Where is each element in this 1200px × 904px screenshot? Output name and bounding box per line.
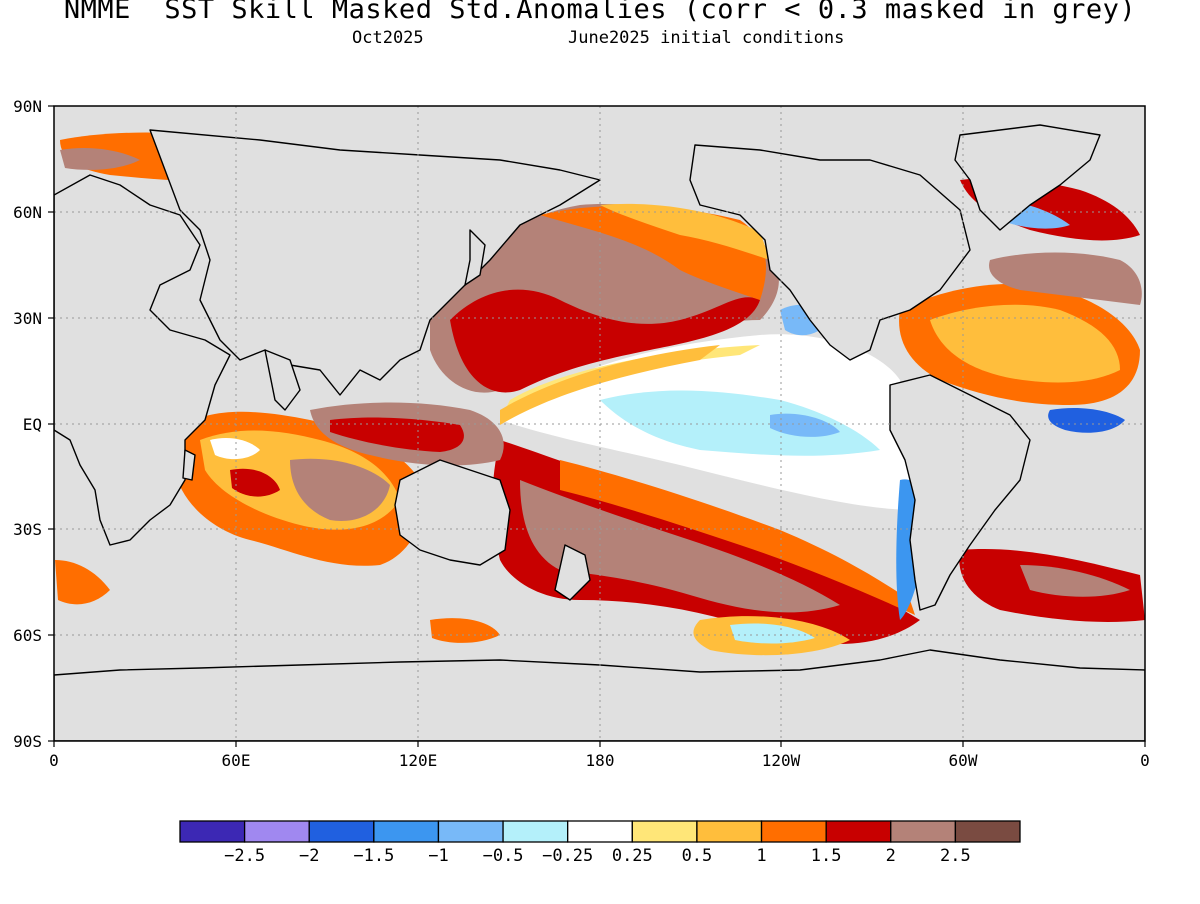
lon-label: 180 xyxy=(586,751,615,770)
colorbar-swatch xyxy=(502,820,569,843)
colorbar-swatch xyxy=(890,820,957,843)
colorbar-label: −2 xyxy=(299,846,319,866)
japan xyxy=(464,229,486,286)
figure-title: NMME SST Skill Masked Std.Anomalies (cor… xyxy=(63,0,1137,25)
map-panel xyxy=(54,106,1145,741)
lat-label: 60N xyxy=(13,203,42,222)
continents xyxy=(54,124,1145,741)
colorbar-swatch xyxy=(825,820,892,843)
colorbar-swatch xyxy=(696,820,763,843)
colorbar-label: −2.5 xyxy=(224,846,265,866)
south-america xyxy=(889,374,1031,611)
india xyxy=(264,349,301,411)
lat-labels: 90N 60N 30N EQ 30S 60S 90S xyxy=(13,97,42,751)
lon-labels: 0 60E 120E 180 120W 60W 0 xyxy=(49,751,1150,770)
colorbar-label: 1.5 xyxy=(811,846,842,866)
colorbar-labels: −2.5 −2 −1.5 −1 −0.5 −0.25 0.25 0.5 1 1.5 2 2.5 xyxy=(224,846,971,866)
colorbar-label: 0.5 xyxy=(682,846,713,866)
colorbar-label: 2 xyxy=(886,846,896,866)
colorbar-label: 0.25 xyxy=(612,846,653,866)
lat-label: 90N xyxy=(13,97,42,116)
colorbar-swatch xyxy=(954,820,1021,843)
initial-conditions: June2025 initial conditions xyxy=(568,28,845,48)
africa-europe xyxy=(54,174,231,546)
colorbar-label: −1.5 xyxy=(353,846,394,866)
lat-label: 60S xyxy=(13,626,42,645)
colorbar-swatch xyxy=(179,820,246,843)
colorbar-swatch xyxy=(760,820,827,843)
colorbar-swatch xyxy=(631,820,698,843)
madagascar xyxy=(182,449,196,481)
colorbar-label: 2.5 xyxy=(940,846,971,866)
gridlines xyxy=(54,106,1145,741)
lon-label: 120W xyxy=(762,751,801,770)
australia xyxy=(394,459,511,566)
colorbar-swatch xyxy=(373,820,440,843)
forecast-month: Oct2025 xyxy=(352,28,424,48)
lat-label: 30N xyxy=(13,309,42,328)
lon-label: 120E xyxy=(399,751,438,770)
colorbar-swatch xyxy=(437,820,504,843)
north-america xyxy=(689,144,971,361)
colorbar-label: −1 xyxy=(428,846,448,866)
colorbar-label: −0.5 xyxy=(483,846,524,866)
colorbar xyxy=(179,820,1021,843)
colorbar-swatch xyxy=(308,820,375,843)
lon-label: 0 xyxy=(49,751,59,770)
lon-label: 0 xyxy=(1140,751,1150,770)
colorbar-swatch xyxy=(243,820,310,843)
lat-label: 90S xyxy=(13,732,42,751)
asia xyxy=(149,129,601,396)
colorbar-swatch xyxy=(567,820,633,843)
lat-label: EQ xyxy=(23,415,42,434)
greenland xyxy=(954,124,1101,231)
lat-label: 30S xyxy=(13,520,42,539)
lon-label: 60W xyxy=(949,751,978,770)
lon-label: 60E xyxy=(222,751,251,770)
colorbar-label: 1 xyxy=(756,846,766,866)
colorbar-label: −0.25 xyxy=(542,846,593,866)
axis-ticks xyxy=(48,105,1146,747)
new-zealand xyxy=(554,544,591,601)
